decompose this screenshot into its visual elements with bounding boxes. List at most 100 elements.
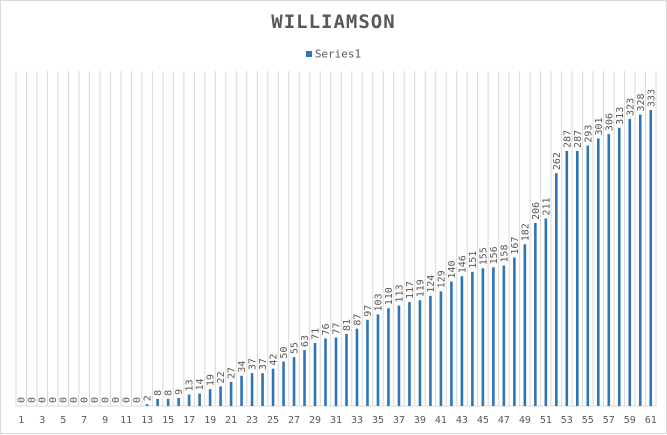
data-label: 34 — [237, 361, 248, 373]
data-label: 146 — [457, 255, 468, 273]
bar — [596, 138, 600, 407]
x-tick-label: 43 — [456, 415, 468, 426]
data-label: 113 — [394, 285, 405, 303]
bar — [345, 334, 348, 406]
data-label: 0 — [48, 397, 59, 403]
data-label: 151 — [468, 251, 479, 269]
x-tick-label: 25 — [267, 415, 279, 426]
data-label: 182 — [520, 223, 531, 241]
bar — [439, 291, 443, 406]
data-label: 27 — [227, 367, 238, 379]
x-tick-label: 37 — [393, 415, 405, 426]
bar — [492, 267, 495, 406]
data-label: 333 — [646, 89, 657, 107]
x-tick-label: 5 — [60, 415, 66, 426]
data-label: 0 — [69, 397, 80, 403]
data-label: 9 — [174, 389, 185, 395]
x-tick-label: 59 — [624, 415, 636, 426]
bar — [334, 337, 338, 406]
bar — [502, 265, 506, 406]
data-label: 13 — [185, 379, 196, 391]
data-label: 77 — [332, 323, 343, 335]
bar — [198, 393, 201, 406]
x-tick-label: 17 — [183, 415, 195, 426]
x-tick-label: 9 — [102, 415, 108, 426]
data-label: 262 — [552, 152, 563, 170]
data-label: 71 — [311, 328, 322, 340]
bar — [166, 398, 170, 406]
bar — [261, 373, 264, 406]
bar — [638, 114, 642, 406]
bar — [534, 222, 537, 406]
x-tick-label: 13 — [141, 415, 153, 426]
bar — [408, 302, 411, 406]
data-label: 37 — [248, 358, 259, 370]
bar — [282, 361, 285, 406]
data-label: 42 — [269, 354, 280, 366]
data-label: 156 — [489, 246, 500, 264]
x-tick-label: 49 — [519, 415, 531, 426]
bar — [628, 118, 632, 406]
bar — [156, 398, 159, 406]
bar — [450, 281, 453, 406]
data-label: 76 — [321, 323, 332, 335]
bar — [565, 150, 569, 406]
bar — [387, 308, 390, 406]
data-label: 63 — [300, 335, 311, 347]
bar — [513, 257, 516, 406]
data-label: 293 — [583, 125, 594, 143]
bar — [229, 382, 233, 406]
x-tick-label: 31 — [330, 415, 342, 426]
data-label: 129 — [436, 270, 447, 288]
bar — [355, 328, 359, 406]
data-label: 97 — [363, 305, 374, 317]
data-label: 140 — [447, 261, 458, 279]
x-tick-label: 39 — [414, 415, 426, 426]
x-tick-label: 3 — [39, 415, 45, 426]
bar — [555, 173, 558, 406]
data-label: 2 — [143, 395, 154, 401]
bar — [607, 134, 611, 406]
data-label: 14 — [195, 379, 206, 391]
data-label: 167 — [510, 237, 521, 255]
bar — [576, 150, 579, 406]
legend-label: Series1 — [314, 47, 362, 61]
bar — [271, 368, 275, 406]
bar — [292, 357, 296, 406]
x-tick-label: 29 — [309, 415, 321, 426]
data-label: 287 — [562, 130, 573, 148]
bar — [481, 268, 485, 406]
x-tick-label: 15 — [162, 415, 174, 426]
bar — [177, 398, 180, 406]
data-label: 0 — [132, 397, 143, 403]
bar — [544, 218, 548, 406]
bar — [366, 319, 369, 406]
data-label: 8 — [153, 390, 164, 396]
data-label: 0 — [111, 397, 122, 403]
bar — [240, 375, 243, 406]
x-tick-label: 47 — [498, 415, 510, 426]
bar — [617, 127, 621, 406]
data-label: 119 — [415, 279, 426, 297]
x-tick-label: 33 — [351, 415, 363, 426]
bar — [145, 404, 149, 406]
data-label: 323 — [625, 98, 636, 116]
x-tick-label: 11 — [120, 415, 132, 426]
data-label: 124 — [426, 275, 437, 293]
x-tick-label: 27 — [288, 415, 300, 426]
data-label: 117 — [405, 281, 416, 299]
data-label: 0 — [17, 397, 28, 403]
bar — [187, 394, 191, 406]
data-label: 8 — [164, 390, 175, 396]
data-label: 0 — [27, 397, 38, 403]
data-label: 0 — [80, 397, 91, 403]
bar — [208, 389, 212, 406]
data-label: 0 — [38, 397, 49, 403]
bar — [649, 110, 653, 407]
data-label: 81 — [342, 319, 353, 331]
data-label: 328 — [636, 93, 647, 111]
x-tick-label: 55 — [582, 415, 594, 426]
x-tick-label: 41 — [435, 415, 447, 426]
